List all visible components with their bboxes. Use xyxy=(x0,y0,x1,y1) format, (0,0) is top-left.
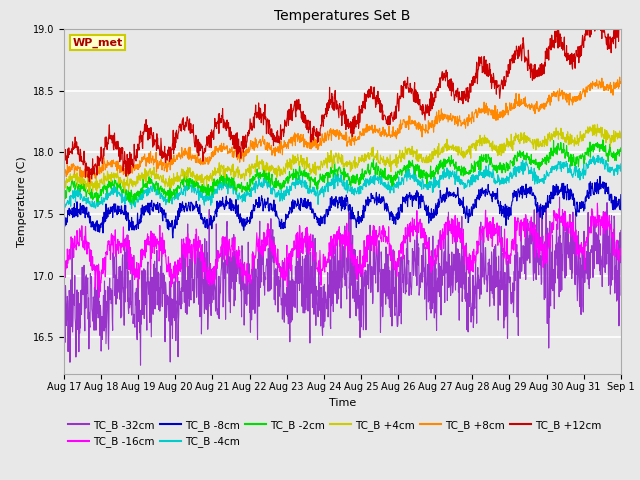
X-axis label: Time: Time xyxy=(329,397,356,408)
Line: TC_B -16cm: TC_B -16cm xyxy=(64,203,621,297)
TC_B -4cm xyxy=(60,193,68,199)
TC_B -4cm xyxy=(297,182,305,188)
Line: TC_B -2cm: TC_B -2cm xyxy=(64,140,621,204)
TC_B +4cm xyxy=(104,168,111,174)
TC_B +8cm xyxy=(617,79,625,84)
TC_B +8cm xyxy=(104,158,111,164)
TC_B -8cm xyxy=(318,215,326,220)
TC_B -2cm xyxy=(60,188,68,193)
TC_B -16cm xyxy=(126,244,134,250)
TC_B +4cm xyxy=(617,130,625,136)
TC_B +12cm xyxy=(308,132,316,137)
TC_B +8cm xyxy=(86,180,93,186)
TC_B +12cm xyxy=(297,109,305,115)
TC_B -8cm xyxy=(308,210,316,216)
Line: TC_B -4cm: TC_B -4cm xyxy=(64,156,621,208)
TC_B -2cm xyxy=(308,177,316,182)
TC_B -32cm xyxy=(297,280,305,286)
TC_B +4cm xyxy=(297,159,305,165)
TC_B -32cm xyxy=(137,362,145,368)
TC_B -4cm xyxy=(378,180,385,186)
TC_B +8cm xyxy=(308,138,316,144)
TC_B -2cm xyxy=(126,190,134,195)
TC_B -32cm xyxy=(617,228,625,233)
TC_B -32cm xyxy=(318,324,326,329)
Line: TC_B -8cm: TC_B -8cm xyxy=(64,176,621,238)
TC_B +8cm xyxy=(616,74,623,80)
TC_B +12cm xyxy=(126,163,134,168)
TC_B -16cm xyxy=(104,242,111,248)
TC_B -4cm xyxy=(103,197,111,203)
TC_B -32cm xyxy=(556,194,563,200)
TC_B -32cm xyxy=(60,332,68,338)
TC_B -2cm xyxy=(617,145,625,151)
TC_B +8cm xyxy=(318,131,326,137)
TC_B -2cm xyxy=(318,178,326,184)
TC_B +12cm xyxy=(104,140,111,146)
TC_B -16cm xyxy=(593,200,601,206)
Text: WP_met: WP_met xyxy=(72,37,123,48)
TC_B -16cm xyxy=(297,246,305,252)
TC_B +4cm xyxy=(318,162,326,168)
TC_B -2cm xyxy=(378,168,385,174)
TC_B -8cm xyxy=(103,210,111,216)
TC_B +8cm xyxy=(378,133,385,139)
TC_B -2cm xyxy=(103,186,111,192)
TC_B -2cm xyxy=(130,201,138,206)
TC_B +8cm xyxy=(126,168,134,174)
TC_B -16cm xyxy=(95,294,103,300)
TC_B +12cm xyxy=(318,112,326,118)
TC_B -8cm xyxy=(378,200,385,206)
TC_B +4cm xyxy=(126,176,134,182)
TC_B -8cm xyxy=(596,173,604,179)
TC_B +8cm xyxy=(297,133,305,139)
TC_B -4cm xyxy=(593,153,601,158)
Line: TC_B +4cm: TC_B +4cm xyxy=(64,124,621,193)
TC_B -16cm xyxy=(318,266,326,272)
TC_B +12cm xyxy=(617,19,625,24)
TC_B -4cm xyxy=(308,188,316,193)
TC_B +4cm xyxy=(593,121,601,127)
Line: TC_B +8cm: TC_B +8cm xyxy=(64,77,621,183)
TC_B +8cm xyxy=(60,175,68,180)
TC_B -8cm xyxy=(126,225,134,230)
TC_B -8cm xyxy=(297,198,305,204)
TC_B +4cm xyxy=(378,155,385,161)
TC_B +12cm xyxy=(594,12,602,18)
TC_B -16cm xyxy=(308,244,316,250)
TC_B -16cm xyxy=(617,252,625,258)
TC_B -8cm xyxy=(169,235,177,241)
TC_B +4cm xyxy=(85,190,93,196)
TC_B +12cm xyxy=(85,179,93,184)
TC_B +12cm xyxy=(60,169,68,175)
TC_B -4cm xyxy=(126,196,134,202)
TC_B -2cm xyxy=(599,137,607,143)
TC_B +12cm xyxy=(378,101,385,107)
TC_B +4cm xyxy=(60,178,68,184)
Line: TC_B -32cm: TC_B -32cm xyxy=(64,197,621,365)
TC_B -2cm xyxy=(297,173,305,179)
Line: TC_B +12cm: TC_B +12cm xyxy=(64,15,621,181)
TC_B +4cm xyxy=(308,166,316,172)
TC_B -4cm xyxy=(318,185,326,191)
Y-axis label: Temperature (C): Temperature (C) xyxy=(17,156,27,247)
TC_B -4cm xyxy=(128,205,136,211)
TC_B -8cm xyxy=(617,192,625,198)
TC_B -32cm xyxy=(308,264,316,269)
TC_B -4cm xyxy=(617,161,625,167)
TC_B -8cm xyxy=(60,220,68,226)
Title: Temperatures Set B: Temperatures Set B xyxy=(274,10,411,24)
Legend: TC_B -32cm, TC_B -16cm, TC_B -8cm, TC_B -4cm, TC_B -2cm, TC_B +4cm, TC_B +8cm, T: TC_B -32cm, TC_B -16cm, TC_B -8cm, TC_B … xyxy=(64,416,605,451)
TC_B -16cm xyxy=(60,264,68,270)
TC_B -16cm xyxy=(378,237,385,243)
TC_B -32cm xyxy=(378,249,385,255)
TC_B -32cm xyxy=(126,304,134,310)
TC_B -32cm xyxy=(103,299,111,304)
